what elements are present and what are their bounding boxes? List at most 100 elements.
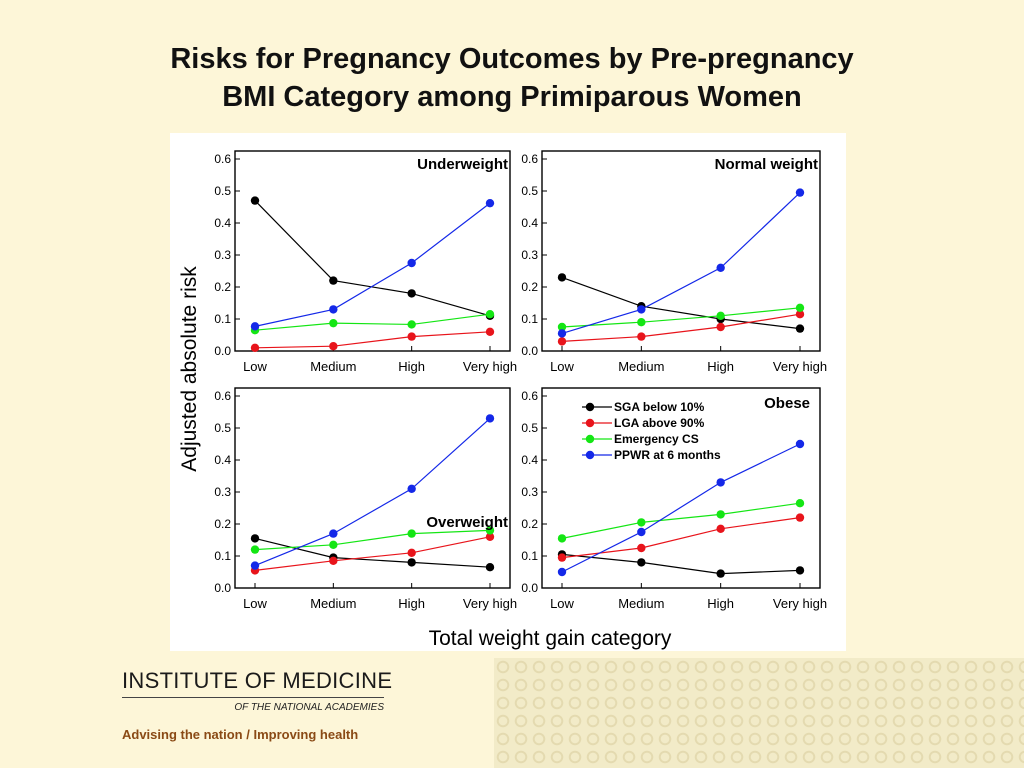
data-point (485, 414, 495, 423)
x-tick-label: Medium (618, 596, 664, 611)
legend-marker (585, 450, 595, 460)
data-point (250, 561, 260, 570)
tagline-left: Advising the nation (122, 727, 243, 742)
data-point (407, 529, 416, 538)
x-tick-label: Low (550, 359, 574, 374)
y-tick-label: 0.6 (521, 389, 538, 403)
data-point (716, 524, 725, 533)
data-point (485, 198, 495, 208)
y-tick-label: 0.2 (214, 517, 231, 531)
data-point (407, 548, 416, 557)
legend-marker (585, 434, 595, 444)
data-point (250, 343, 260, 352)
data-point (716, 510, 725, 519)
series-line-2 (561, 502, 801, 539)
data-point (716, 569, 725, 578)
data-point (795, 324, 805, 333)
legend-marker (585, 402, 595, 412)
data-point (329, 276, 338, 285)
data-point (329, 305, 338, 314)
tagline-right: Improving health (253, 727, 359, 742)
series-line-2 (561, 307, 801, 328)
y-tick-label: 0.4 (521, 216, 538, 230)
y-axis-title: Adjusted absolute risk (178, 266, 201, 472)
x-tick-label: Very high (463, 359, 517, 374)
y-tick-label: 0.4 (214, 453, 231, 467)
x-tick-label: Medium (310, 359, 356, 374)
panel-title: Obese (764, 395, 810, 412)
data-point (637, 518, 646, 527)
data-point (795, 566, 805, 575)
panel-frame-0 (234, 150, 511, 352)
panel-title: Underweight (417, 156, 508, 173)
data-point (485, 526, 495, 535)
data-point (637, 558, 646, 567)
y-tick-label: 0.5 (521, 421, 538, 435)
data-point (407, 320, 416, 329)
data-point (250, 322, 260, 331)
data-point (637, 305, 646, 314)
x-tick-label: High (707, 359, 734, 374)
series-line-1 (561, 517, 801, 559)
data-point (795, 310, 805, 319)
slide-title: Risks for Pregnancy Outcomes by Pre-preg… (0, 40, 1024, 116)
data-point (557, 567, 567, 577)
y-tick-label: 0.1 (521, 549, 538, 563)
series-line-3 (254, 202, 491, 327)
data-point (637, 543, 646, 553)
data-point (637, 318, 646, 327)
series-line-0 (561, 553, 801, 575)
y-tick-label: 0.2 (521, 280, 538, 294)
x-tick-label: Medium (618, 359, 664, 374)
data-point (557, 337, 567, 346)
x-tick-label: High (398, 596, 425, 611)
legend-label: Emergency CS (614, 432, 699, 446)
data-point (329, 529, 338, 538)
data-point (795, 439, 805, 449)
legend-label: LGA above 90% (614, 416, 705, 430)
series-line-0 (561, 276, 801, 330)
x-tick-label: High (707, 596, 734, 611)
y-tick-label: 0.6 (214, 389, 231, 403)
y-tick-label: 0.3 (214, 248, 231, 262)
legend-label: PPWR at 6 months (614, 448, 721, 462)
data-point (716, 263, 725, 272)
y-tick-label: 0.2 (214, 280, 231, 294)
data-point (407, 289, 416, 298)
series-line-1 (561, 313, 801, 342)
brand-divider (122, 697, 384, 698)
data-point (329, 540, 338, 549)
institute-logo: INSTITUTE OF MEDICINE OF THE NATIONAL AC… (122, 668, 392, 742)
y-tick-label: 0.4 (214, 216, 231, 230)
data-point (557, 329, 567, 338)
x-tick-label: Very high (463, 596, 517, 611)
panel-title: Normal weight (715, 156, 818, 173)
data-point (329, 342, 338, 351)
data-point (557, 534, 567, 543)
x-axis-title: Total weight gain category (429, 627, 672, 650)
y-tick-label: 0.1 (214, 312, 231, 326)
y-tick-label: 0.3 (521, 248, 538, 262)
data-point (407, 332, 416, 341)
data-point (329, 556, 338, 565)
data-point (637, 332, 646, 341)
data-point (250, 534, 260, 543)
y-tick-label: 0.5 (214, 421, 231, 435)
tagline-separator: / (242, 727, 254, 742)
brand-tagline: Advising the nation / Improving health (122, 727, 392, 742)
y-tick-label: 0.5 (521, 184, 538, 198)
x-tick-label: Medium (310, 596, 356, 611)
brand-name: INSTITUTE OF MEDICINE (122, 668, 393, 693)
data-point (250, 196, 260, 205)
data-point (795, 303, 805, 312)
data-point (557, 322, 567, 332)
data-point (716, 311, 725, 320)
data-point (716, 478, 725, 487)
data-point (407, 258, 416, 268)
slide-title-line-2: BMI Category among Primiparous Women (222, 81, 802, 113)
panel-frame-2 (234, 387, 511, 589)
data-point (485, 532, 495, 541)
data-point (795, 513, 805, 522)
x-tick-label: Very high (773, 359, 827, 374)
y-tick-label: 0.6 (214, 152, 231, 166)
